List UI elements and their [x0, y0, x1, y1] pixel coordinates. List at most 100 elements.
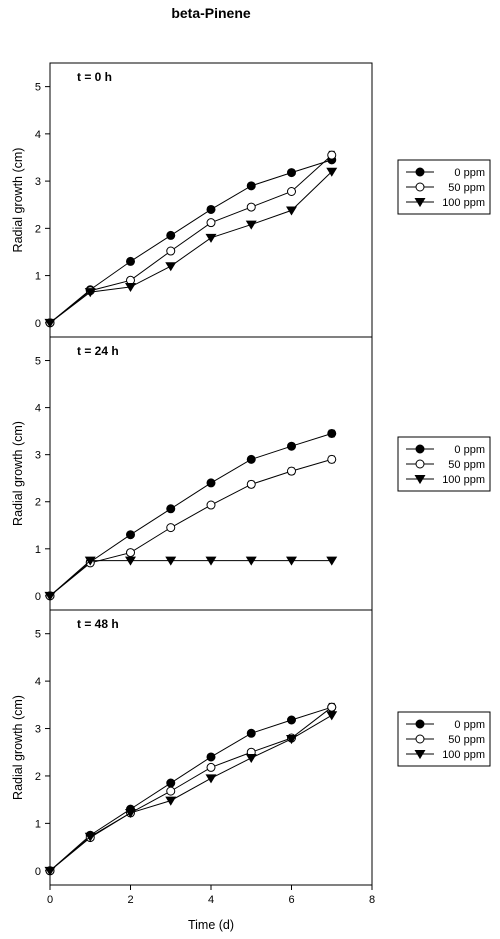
series-50-ppm — [45, 150, 337, 328]
data-point — [287, 466, 296, 476]
data-point — [166, 523, 176, 533]
legend-marker — [415, 459, 425, 469]
plot-frame — [49, 336, 373, 611]
data-point — [287, 168, 296, 178]
data-point — [246, 479, 256, 489]
y-tick-label: 2 — [35, 223, 41, 235]
legend-label: 50 ppm — [448, 734, 485, 746]
plot-frame — [49, 62, 373, 338]
data-point — [126, 548, 135, 558]
data-point — [245, 556, 257, 566]
panel-3: 0 1 2 3 4 5 0 2 4 6 8 Radial growth (cm) t = 48 h 0 p… — [11, 609, 491, 906]
legend-label: 0 ppm — [454, 444, 485, 456]
data-point — [84, 832, 96, 842]
y-tick-label: 0 — [35, 591, 41, 603]
data-point — [206, 762, 216, 772]
data-point — [246, 454, 256, 464]
series-0-ppm — [45, 428, 337, 601]
panel-2: 0 1 2 3 4 5 Radial growth (cm) t = 24 h 0 ppm 50 … — [11, 336, 491, 611]
data-point — [125, 282, 136, 293]
y-tick-label: 4 — [35, 403, 41, 415]
data-point — [206, 218, 216, 228]
data-point — [205, 774, 217, 784]
legend-marker — [415, 182, 425, 192]
series-line — [49, 714, 333, 872]
data-point — [126, 256, 135, 266]
series-line — [49, 154, 333, 324]
data-point — [165, 556, 177, 566]
series-line — [49, 706, 333, 872]
data-point — [246, 728, 256, 738]
legend-label: 100 ppm — [442, 197, 485, 209]
data-point — [246, 202, 256, 212]
legend-label: 50 ppm — [448, 459, 485, 471]
series-line — [49, 706, 332, 872]
y-tick-label: 4 — [35, 129, 41, 141]
data-point — [44, 591, 56, 601]
series-0-ppm — [45, 155, 337, 328]
panel-label: t = 24 h — [77, 344, 119, 358]
panel-label: t = 0 h — [77, 70, 112, 84]
y-tick-label: 1 — [35, 271, 41, 283]
y-tick-label: 5 — [35, 356, 41, 368]
series-100-ppm — [44, 167, 338, 328]
data-point — [327, 454, 337, 464]
data-point — [125, 808, 136, 819]
plot-frame — [49, 609, 373, 886]
legend: 0 ppm 50 ppm 100 ppm — [397, 436, 491, 492]
data-point — [166, 246, 176, 256]
series-line — [49, 560, 332, 597]
x-tick-label: 0 — [47, 894, 53, 906]
data-point — [125, 556, 136, 566]
data-point — [126, 530, 135, 540]
series-50-ppm — [45, 454, 337, 601]
data-point — [327, 150, 337, 160]
panel-label: t = 48 h — [77, 617, 119, 631]
legend-label: 0 ppm — [454, 719, 485, 731]
y-axis-label: Radial growth (cm) — [11, 421, 25, 526]
data-point — [206, 204, 216, 214]
y-tick-label: 1 — [35, 544, 41, 556]
panel-1: 0 1 2 3 4 5 Radial growth (cm) t = 0 h 0 ppm 50 p… — [11, 62, 491, 338]
data-point — [205, 556, 217, 566]
series-line — [49, 458, 332, 597]
y-tick-label: 2 — [35, 497, 41, 509]
series-line — [49, 159, 332, 324]
legend-marker — [415, 444, 425, 454]
x-tick-label: 2 — [127, 894, 133, 906]
data-point — [326, 711, 338, 721]
y-tick-label: 3 — [35, 450, 41, 462]
y-tick-label: 0 — [35, 318, 41, 330]
y-axis-label: Radial growth (cm) — [11, 695, 25, 800]
y-tick-label: 2 — [35, 771, 41, 783]
data-point — [327, 428, 337, 438]
data-point — [287, 441, 296, 451]
y-axis-label: Radial growth (cm) — [11, 148, 25, 253]
legend: 0 ppm 50 ppm 100 ppm — [397, 159, 491, 215]
chart-title: beta-Pinene — [171, 5, 251, 21]
data-point — [286, 206, 297, 216]
data-point — [287, 715, 296, 725]
legend-marker — [415, 167, 425, 177]
series-line — [49, 171, 333, 324]
data-point — [84, 288, 96, 298]
series-line — [49, 433, 332, 597]
series-100-ppm — [44, 556, 338, 601]
y-tick-label: 5 — [35, 629, 41, 641]
x-axis-label: Time (d) — [188, 918, 234, 932]
legend-label: 0 ppm — [454, 167, 485, 179]
data-point — [205, 233, 217, 243]
data-point — [287, 186, 296, 196]
y-tick-label: 0 — [35, 866, 41, 878]
data-point — [246, 181, 256, 191]
legend-marker — [414, 750, 426, 760]
data-point — [165, 262, 177, 272]
y-tick-label: 5 — [35, 82, 41, 94]
y-tick-label: 3 — [35, 724, 41, 736]
legend-label: 100 ppm — [442, 749, 485, 761]
legend-marker — [415, 719, 425, 729]
y-tick-label: 4 — [35, 676, 41, 688]
data-point — [327, 702, 337, 712]
data-point — [166, 778, 176, 788]
data-point — [206, 500, 216, 510]
